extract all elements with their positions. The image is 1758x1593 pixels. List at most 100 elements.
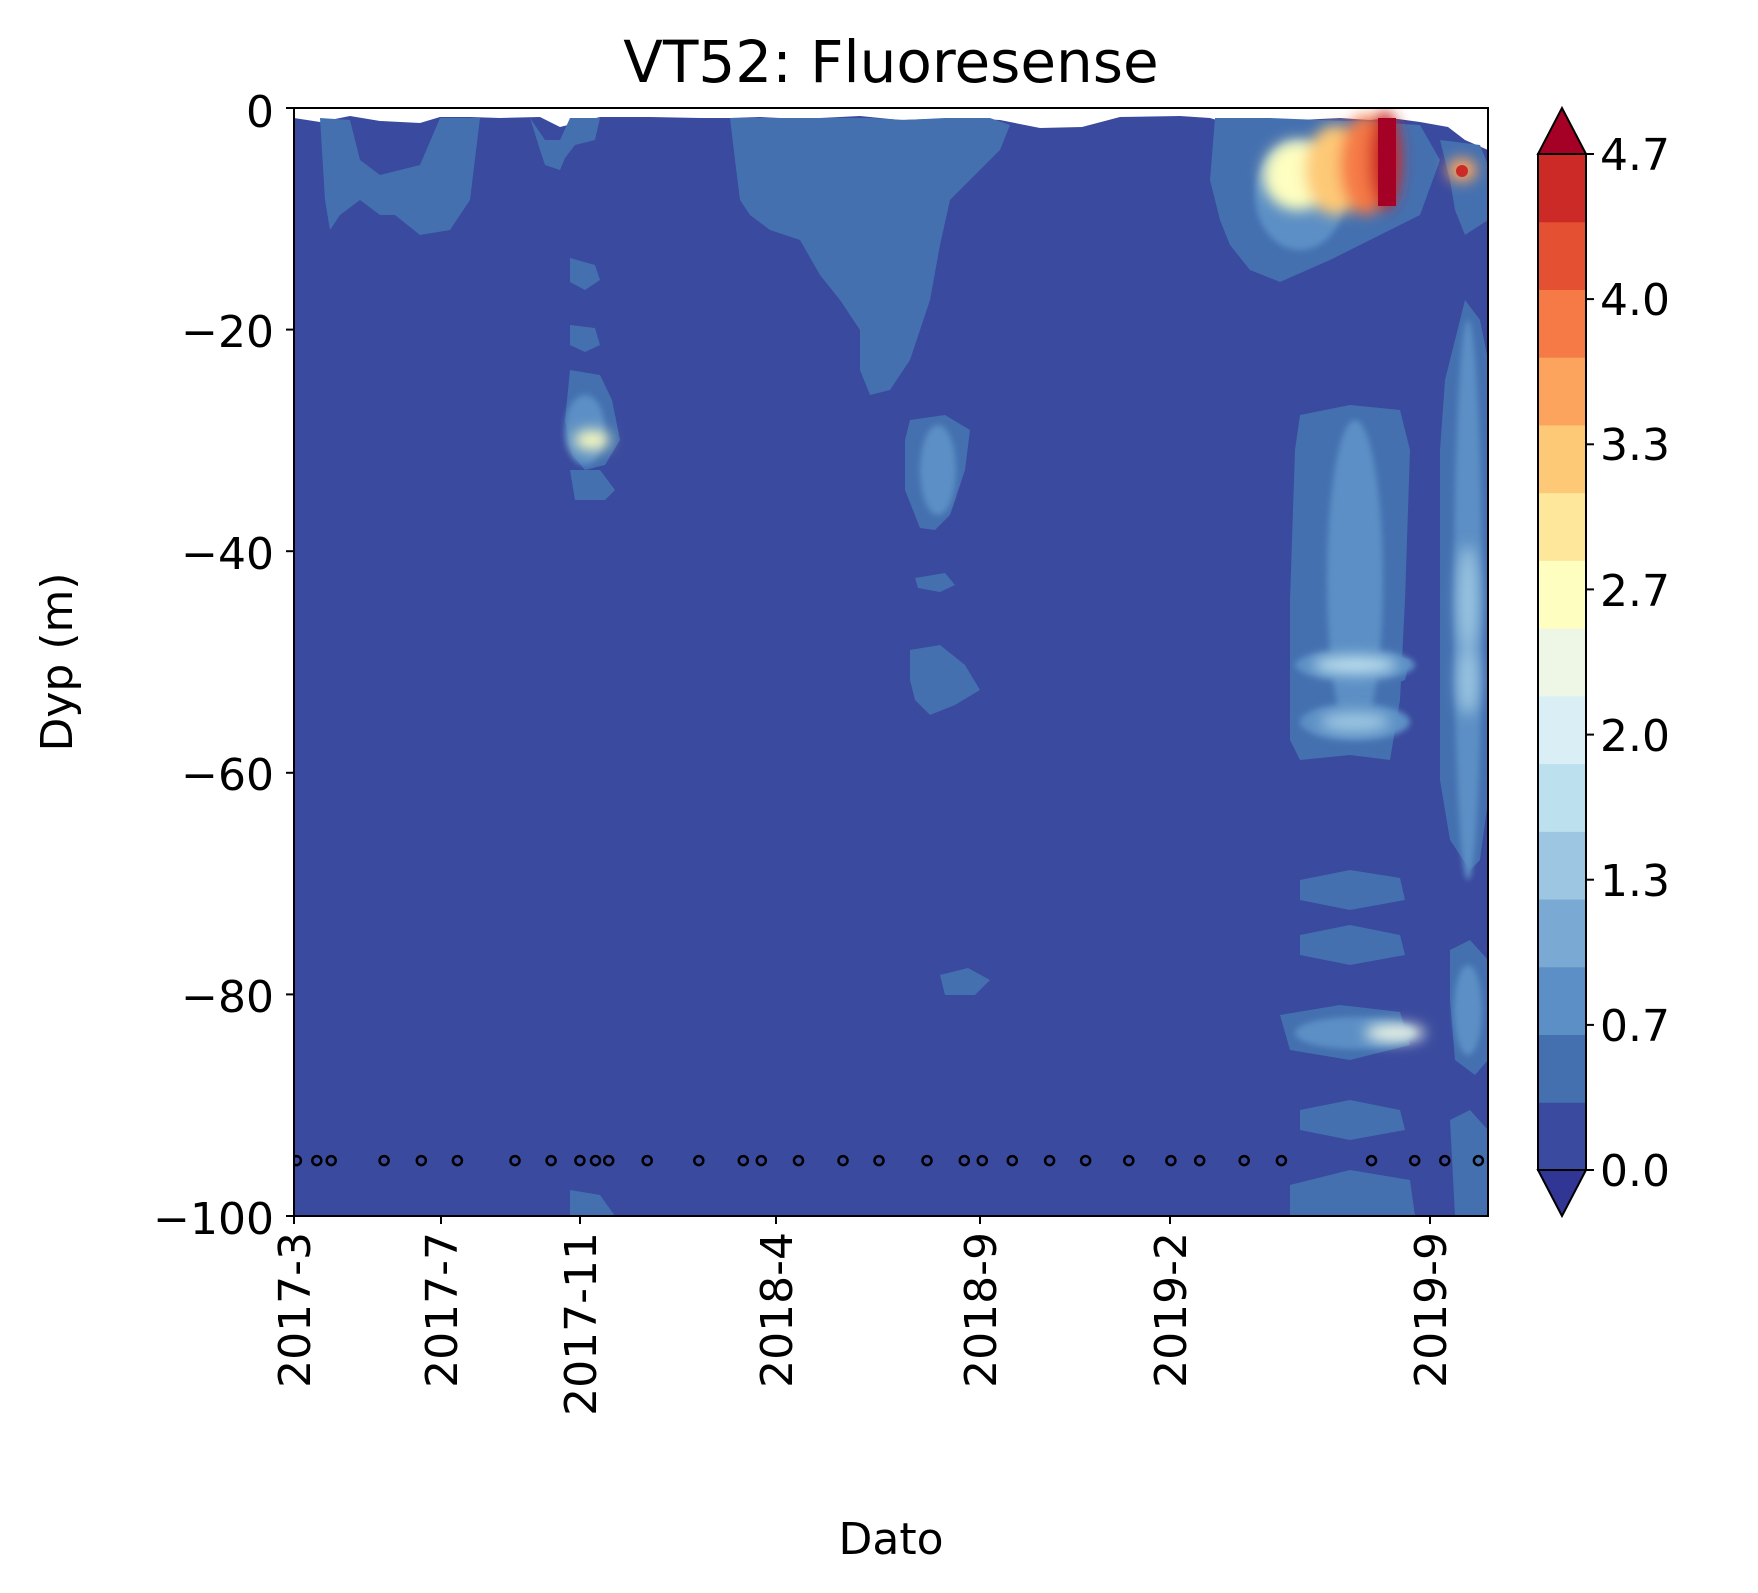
sample-marker: [958, 1154, 971, 1167]
contour-lobe: [910, 645, 980, 715]
sample-marker: [921, 1154, 933, 1167]
colorbar-tick-label: 0.0: [1600, 1146, 1670, 1197]
sample-marker: [1439, 1154, 1451, 1167]
max-core: [1378, 118, 1396, 206]
chart-title: VT52: Fluoresense: [623, 28, 1158, 96]
contour-lobe: [320, 118, 480, 235]
colorbar-bands: [1538, 154, 1586, 1171]
sample-marker: [378, 1154, 390, 1167]
sample-marker: [1079, 1154, 1092, 1167]
colorbar-band: [1538, 628, 1586, 697]
contour-lobe: [565, 395, 605, 465]
y-tick-label: 0: [246, 87, 274, 138]
sample-marker: [755, 1154, 768, 1167]
contour-lobe: [1300, 870, 1405, 910]
sample-marker: [1043, 1154, 1056, 1167]
colorbar-band: [1538, 560, 1586, 629]
contour-lobe: [570, 470, 615, 500]
colorbar-frame: [1537, 153, 1587, 1171]
sample-marker: [641, 1154, 653, 1167]
colorbar-band: [1538, 492, 1586, 561]
contour-lobe: [940, 968, 990, 995]
colorbar-tick-label: 1.3: [1600, 856, 1670, 907]
contour-lobe: [570, 258, 600, 290]
contour-lobe: [1313, 656, 1397, 674]
sample-marker: [1006, 1154, 1019, 1167]
contour-lobe: [1458, 545, 1478, 655]
colorbar-tick-label: 2.0: [1600, 711, 1670, 762]
sample-marker: [311, 1154, 323, 1167]
colorbar-band: [1538, 221, 1586, 290]
sample-marker: [1123, 1154, 1135, 1167]
contour-lobe: [1458, 645, 1478, 715]
colorbar-band: [1538, 1102, 1586, 1171]
sample-marker: [545, 1154, 557, 1167]
x-axis: 2017-3 2017-7 2017-11 2018-4 2018-9 2019…: [270, 1216, 1457, 1565]
y-tick-label: −100: [153, 1194, 274, 1245]
sample-marker: [294, 1154, 303, 1167]
x-axis-label: Dato: [838, 1514, 943, 1565]
contour-lobe: [574, 430, 610, 450]
x-tick-label: 2017-11: [556, 1232, 607, 1416]
x-tick-label: 2018-4: [752, 1232, 803, 1388]
colorbar-tick-label: 4.7: [1600, 130, 1670, 181]
sample-marker: [837, 1154, 849, 1167]
y-axis: 0 −20 −40 −60 −80 −100 Dyp (m): [32, 87, 294, 1245]
sample-marker: [325, 1154, 337, 1167]
sample-marker: [1408, 1154, 1421, 1167]
colorbar-over-triangle: [1536, 105, 1588, 155]
sample-marker: [693, 1154, 705, 1167]
contour-lobe: [570, 325, 600, 352]
sample-markers: [294, 1154, 1485, 1167]
sample-marker: [792, 1154, 805, 1167]
contour-lobe: [1454, 965, 1482, 1055]
sample-marker: [1193, 1154, 1206, 1167]
sample-marker: [873, 1154, 885, 1167]
y-axis-label: Dyp (m): [32, 572, 83, 751]
contour-lobe: [530, 118, 600, 170]
plot-frame: [293, 107, 1489, 1217]
sample-marker: [1472, 1154, 1485, 1167]
colorbar-band: [1538, 966, 1586, 1036]
sample-marker: [589, 1154, 602, 1167]
x-tick-label: 2018-9: [956, 1232, 1007, 1388]
y-tick-label: −40: [181, 529, 274, 580]
contour-lobe: [920, 425, 956, 515]
sample-marker: [1275, 1154, 1288, 1167]
colorbar-band: [1538, 1034, 1586, 1103]
colorbar-band: [1538, 289, 1586, 358]
contour-lobe: [1327, 420, 1383, 740]
colorbar-band: [1538, 899, 1586, 968]
colorbar-tick-label: 4.0: [1600, 275, 1670, 326]
colorbar-band: [1538, 357, 1586, 426]
sample-marker: [1238, 1154, 1250, 1167]
sample-marker: [737, 1154, 750, 1167]
colorbar-band: [1538, 154, 1586, 223]
plot-area: [294, 108, 1488, 1216]
colorbar-band: [1538, 424, 1586, 494]
contour-lobe: [570, 1190, 615, 1216]
colorbar-band: [1538, 695, 1586, 765]
x-tick-label: 2017-7: [417, 1232, 468, 1388]
y-tick-label: −60: [181, 750, 274, 801]
contour-lobe: [1320, 712, 1390, 732]
x-tick-label: 2019-9: [1406, 1232, 1457, 1388]
x-tick-label: 2017-3: [270, 1232, 321, 1388]
contour-lobe: [1290, 1170, 1415, 1216]
sample-marker: [415, 1154, 428, 1167]
y-tick-label: −20: [181, 307, 274, 358]
y-tick-label: −80: [181, 972, 274, 1023]
colorbar-tick-label: 2.7: [1600, 566, 1670, 617]
colorbar-tick-label: 0.7: [1600, 1001, 1670, 1052]
contour-lobe: [730, 118, 1010, 395]
sample-marker: [1365, 1154, 1378, 1167]
contour-lobe: [915, 573, 955, 592]
sample-marker: [509, 1154, 521, 1167]
colorbar-band: [1538, 831, 1586, 900]
sample-marker: [976, 1154, 989, 1167]
sample-marker: [574, 1154, 586, 1167]
sample-marker: [602, 1154, 615, 1167]
colorbar-band: [1538, 763, 1586, 832]
colorbar-under-triangle: [1536, 1169, 1588, 1219]
